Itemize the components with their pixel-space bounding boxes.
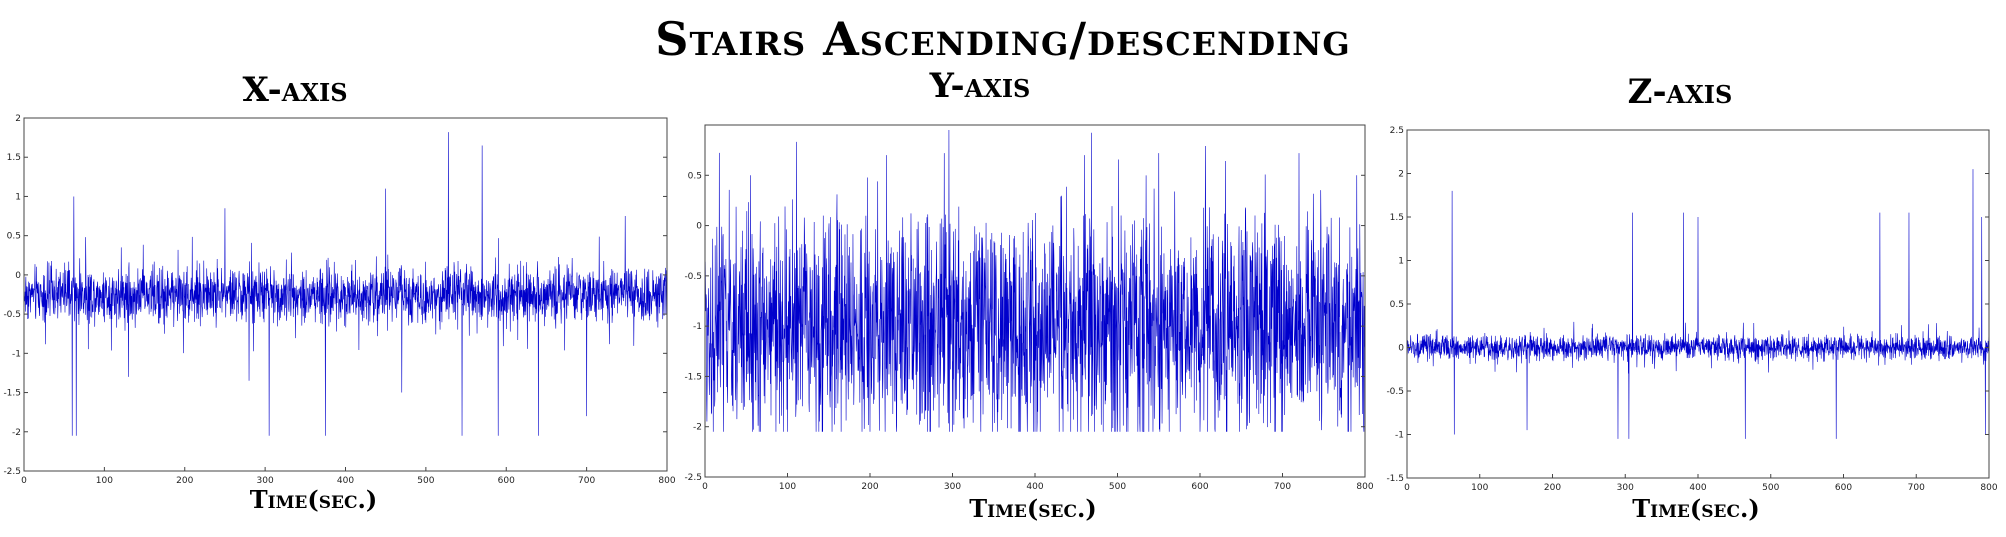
x-axis-x-tick-label: 500 (417, 476, 434, 486)
y-axis-y-tick-label: -2.5 (684, 473, 702, 483)
y-axis-y-tick-label: -1 (693, 322, 702, 332)
x-axis-time-label: Time(sec.) (249, 485, 378, 514)
y-axis-x-tick-label: 400 (1026, 482, 1043, 492)
z-axis-y-tick-label: -1.5 (1386, 474, 1404, 484)
panel-title-x: X-axis (242, 70, 348, 110)
y-axis-x-tick-label: 700 (1274, 482, 1291, 492)
x-axis-y-tick-label: -2 (12, 428, 21, 438)
z-axis-y-tick-label: -1 (1395, 431, 1404, 441)
x-axis-y-tick-label: -0.5 (3, 310, 21, 320)
z-axis-y-tick-label: -0.5 (1386, 387, 1404, 397)
panel-title-y: Y-axis (929, 66, 1031, 106)
x-axis-x-tick-label: 0 (21, 476, 27, 486)
y-axis-x-tick-label: 200 (861, 482, 878, 492)
z-axis-y-tick-label: 2 (1398, 170, 1404, 180)
x-axis-y-tick-label: 1.5 (7, 153, 21, 163)
z-axis-y-tick-label: 1 (1398, 257, 1404, 267)
x-axis-y-tick-label: 0 (15, 271, 21, 281)
z-axis-x-tick-label: 700 (1908, 483, 1925, 493)
y-axis-y-tick-label: -2 (693, 423, 702, 433)
z-axis-x-tick-label: 200 (1544, 483, 1561, 493)
x-axis-y-tick-label: -1.5 (3, 389, 21, 399)
z-axis-x-tick-label: 500 (1762, 483, 1779, 493)
y-axis-x-tick-label: 300 (944, 482, 961, 492)
x-axis-x-tick-label: 200 (176, 476, 193, 486)
z-axis-x-tick-label: 600 (1835, 483, 1852, 493)
y-axis-y-tick-label: -1.5 (684, 372, 702, 382)
z-axis-y-tick-label: 0.5 (1390, 300, 1404, 310)
z-axis-x-tick-label: 300 (1617, 483, 1634, 493)
y-axis-x-tick-label: 100 (779, 482, 796, 492)
x-axis-x-tick-label: 800 (658, 476, 675, 486)
y-axis-series-line (704, 130, 1366, 433)
y-axis-y-tick-label: 0 (696, 222, 702, 232)
z-axis-y-tick-label: 1.5 (1390, 213, 1404, 223)
z-axis-series-line (1406, 169, 1990, 439)
y-axis-time-label: Time(sec.) (969, 494, 1097, 523)
x-axis-x-tick-label: 100 (96, 476, 113, 486)
x-axis-x-tick-label: 700 (578, 476, 595, 486)
x-axis-y-tick-label: 1 (15, 192, 21, 202)
page-title: Stairs Ascending/descending (655, 12, 1351, 66)
z-axis-y-tick-label: 2.5 (1390, 126, 1404, 136)
x-axis-y-tick-label: 2 (15, 114, 21, 124)
x-axis-x-tick-label: 300 (257, 476, 274, 486)
z-axis-y-tick-label: 0 (1398, 344, 1404, 354)
x-axis-y-tick-label: 0.5 (7, 232, 21, 242)
z-axis-x-tick-label: 100 (1471, 483, 1488, 493)
z-axis-time-label: Time(sec.) (1632, 494, 1760, 523)
z-axis-x-tick-label: 400 (1689, 483, 1706, 493)
x-axis-y-tick-label: -2.5 (3, 467, 21, 477)
y-axis-x-tick-label: 600 (1191, 482, 1208, 492)
z-axis-plot: 0 100 200 300 400 500 600 700 800 -1.5 -1 -0.5 0 0.5 1… (1386, 126, 1997, 493)
y-axis-y-tick-label: 0.5 (688, 171, 702, 181)
y-axis-x-tick-label: 800 (1356, 482, 1373, 492)
z-axis-x-tick-label: 800 (1980, 483, 1997, 493)
panel-title-z: Z-axis (1627, 72, 1733, 112)
y-axis-plot: 0 100 200 300 400 500 600 700 800 -2.5 -2 -1.5 -1 -0.… (684, 124, 1374, 492)
x-axis-series-line (23, 132, 668, 436)
y-axis-y-tick-label: -0.5 (684, 272, 702, 282)
x-axis-x-tick-label: 600 (498, 476, 515, 486)
x-axis-plot: 0 100 200 300 400 500 600 700 800 -2.5 -2 -1.5 -1 -0.… (3, 114, 675, 486)
x-axis-x-tick-label: 400 (337, 476, 354, 486)
y-axis-x-tick-label: 0 (702, 482, 708, 492)
y-axis-x-tick-label: 500 (1109, 482, 1126, 492)
z-axis-x-tick-label: 0 (1404, 483, 1410, 493)
x-axis-y-tick-label: -1 (12, 349, 21, 359)
